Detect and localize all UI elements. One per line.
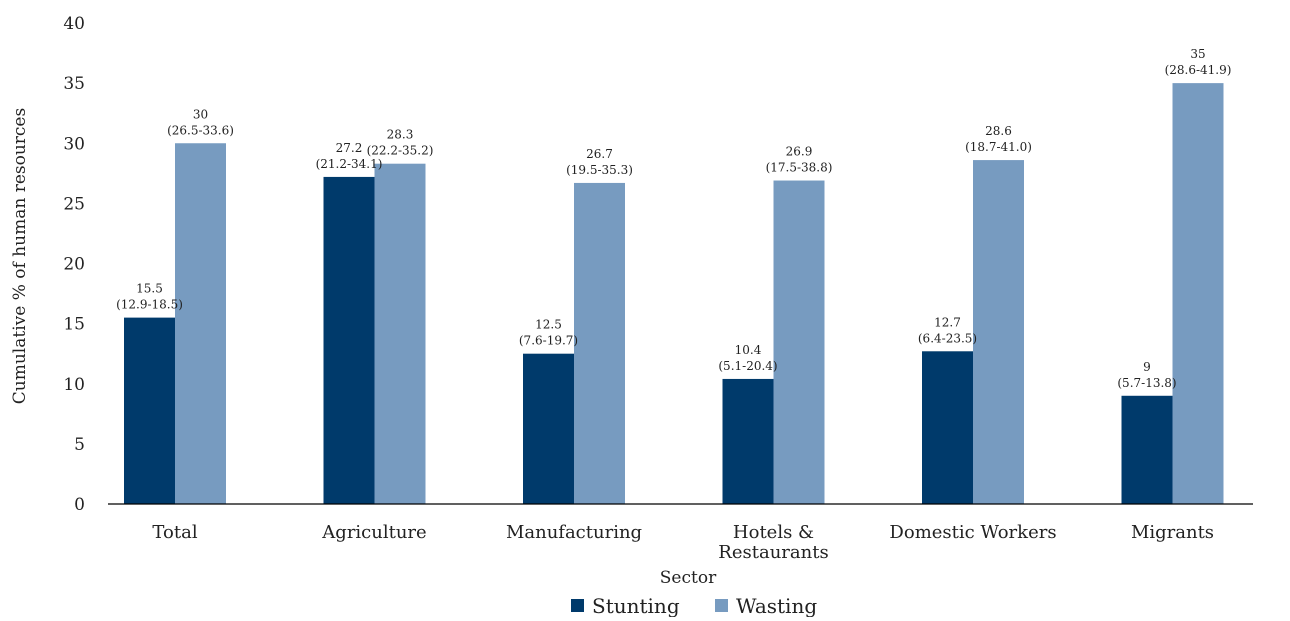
data-label-value-stunting-5: 9	[1143, 360, 1151, 374]
data-label-value-stunting-4: 12.7	[934, 315, 961, 329]
x-category-label-2-line-0: Manufacturing	[506, 522, 642, 543]
data-label-value-stunting-0: 15.5	[136, 282, 163, 296]
bar-wasting-1	[374, 163, 426, 504]
bar-stunting-2	[523, 353, 574, 504]
y-axis-ticks: 0 5 10 15 20 25 30 35 40	[63, 14, 85, 515]
y-axis-title: Cumulative % of human resources	[10, 108, 30, 404]
data-label-ci-stunting-1: (21.2-34.1)	[316, 157, 383, 171]
legend: Stunting Wasting	[571, 594, 817, 618]
data-label-value-stunting-3: 10.4	[735, 343, 762, 357]
data-label-value-stunting-2: 12.5	[535, 318, 562, 332]
data-label-ci-wasting-0: (26.5-33.6)	[167, 123, 234, 137]
data-label-value-wasting-3: 26.9	[786, 145, 813, 159]
legend-swatch-stunting	[571, 599, 584, 612]
x-category-label-0-line-0: Total	[152, 522, 197, 543]
y-tick-label-35: 35	[63, 74, 85, 94]
y-tick-label-5: 5	[74, 435, 85, 455]
x-category-label-3-line-1: Restaurants	[718, 542, 828, 563]
y-tick-label-40: 40	[63, 14, 85, 34]
x-category-label-4-line-0: Domestic Workers	[889, 522, 1056, 543]
data-label-ci-wasting-5: (28.6-41.9)	[1165, 63, 1232, 77]
y-tick-label-10: 10	[63, 375, 85, 395]
x-category-label-1-line-0: Agriculture	[321, 522, 426, 543]
bar-stunting-1	[323, 176, 375, 505]
x-axis-title: Sector	[660, 568, 717, 588]
data-label-ci-stunting-2: (7.6-19.7)	[519, 334, 578, 348]
y-tick-label-15: 15	[63, 315, 85, 335]
y-tick-label-20: 20	[63, 255, 85, 275]
data-label-ci-wasting-2: (19.5-35.3)	[566, 163, 633, 177]
bar-stunting-5	[1121, 395, 1173, 504]
legend-swatch-wasting	[715, 599, 728, 612]
bar-wasting-0	[175, 143, 226, 504]
data-label-ci-stunting-4: (6.4-23.5)	[918, 331, 977, 345]
data-label-value-wasting-5: 35	[1190, 47, 1205, 61]
data-label-ci-wasting-4: (18.7-41.0)	[965, 140, 1032, 154]
data-label-ci-stunting-5: (5.7-13.8)	[1117, 376, 1176, 390]
y-tick-label-25: 25	[63, 194, 85, 214]
data-label-value-wasting-2: 26.7	[586, 147, 613, 161]
x-category-label-5-line-0: Migrants	[1131, 522, 1214, 543]
bar-wasting-2	[574, 182, 625, 504]
bar-stunting-3	[722, 378, 774, 504]
data-label-value-wasting-0: 30	[193, 107, 208, 121]
data-label-value-stunting-1: 27.2	[336, 141, 363, 155]
bar-stunting-4	[922, 351, 973, 504]
data-labels: 15.5 (12.9-18.5) 30 (26.5-33.6) 27.2 (21.2-34…	[116, 47, 1231, 390]
bar-wasting-3	[773, 180, 825, 504]
data-label-value-wasting-4: 28.6	[985, 124, 1012, 138]
y-tick-label-0: 0	[74, 495, 85, 515]
y-tick-label-30: 30	[63, 134, 85, 154]
legend-label-wasting: Wasting	[736, 594, 817, 617]
bar-wasting-5	[1172, 83, 1224, 504]
x-axis-category-labels: Total Agriculture Manufacturing Hotels &Res…	[152, 522, 1214, 563]
bar-stunting-0	[124, 317, 175, 504]
legend-label-stunting: Stunting	[592, 594, 680, 617]
data-label-ci-stunting-0: (12.9-18.5)	[116, 298, 183, 312]
data-label-value-wasting-1: 28.3	[387, 128, 414, 142]
data-label-ci-wasting-3: (17.5-38.8)	[766, 161, 833, 175]
x-category-label-3-line-0: Hotels &	[733, 522, 814, 543]
data-label-ci-wasting-1: (22.2-35.2)	[367, 144, 434, 158]
data-label-ci-stunting-3: (5.1-20.4)	[718, 359, 777, 373]
bar-wasting-4	[973, 160, 1024, 504]
bars	[124, 83, 1224, 505]
